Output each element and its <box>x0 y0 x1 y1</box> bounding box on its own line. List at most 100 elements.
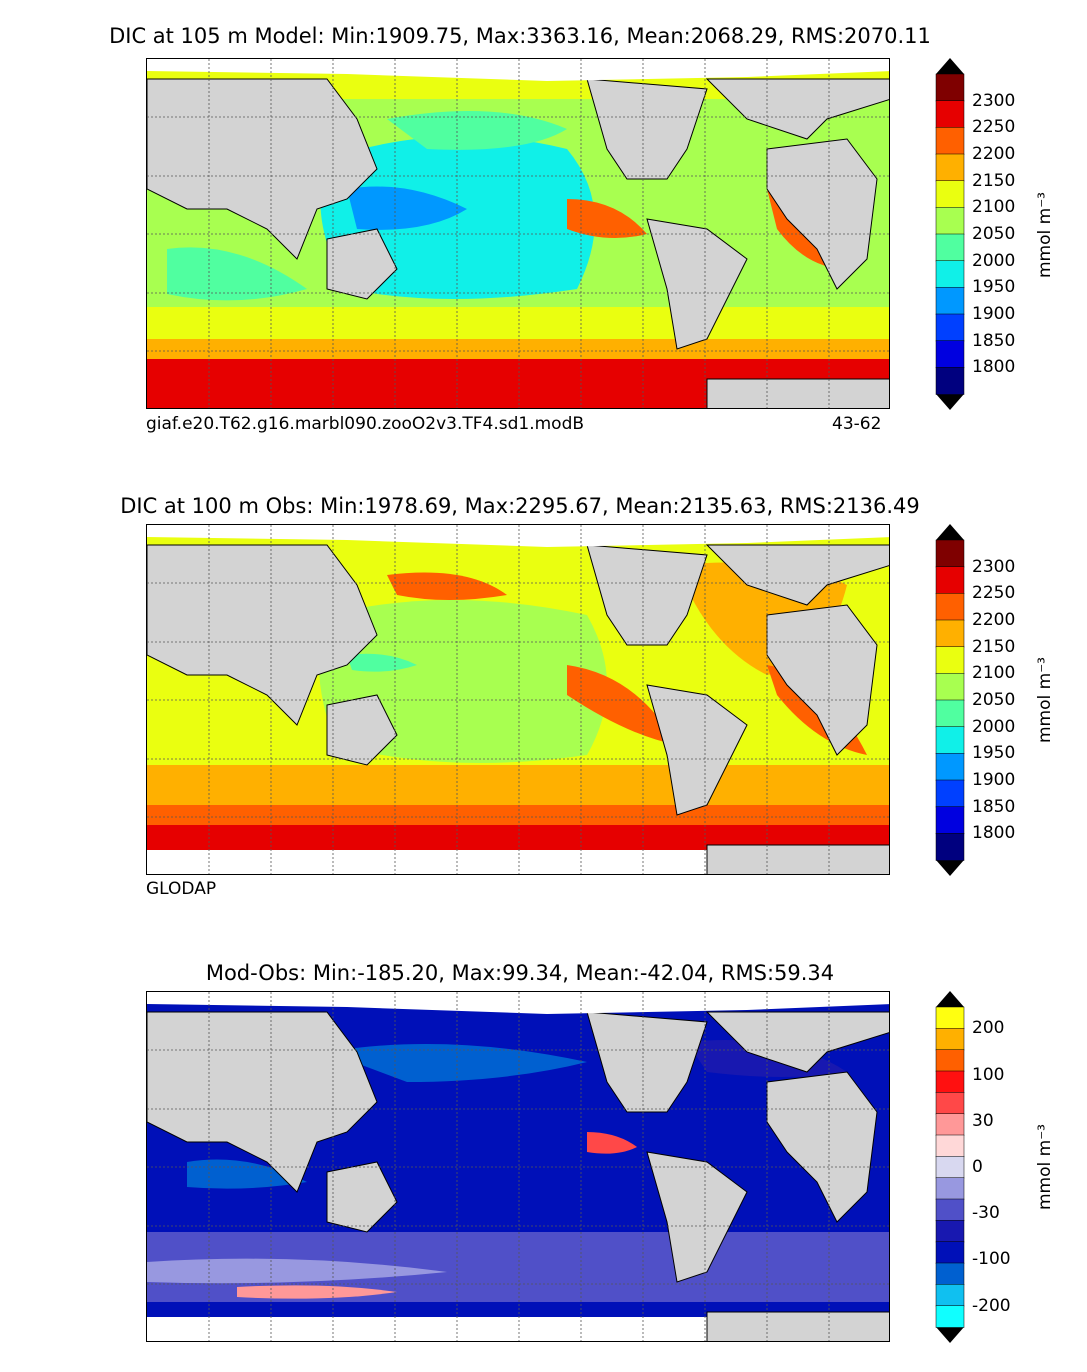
colorbar-tick-label: 2050 <box>972 690 1016 710</box>
colorbar-tick-label: 1850 <box>972 796 1016 817</box>
diff-grid <box>147 992 889 1341</box>
colorbar-tick-label: 1900 <box>972 770 1016 790</box>
model-map <box>146 58 890 409</box>
obs-field-epac-upwelling <box>567 665 677 745</box>
colorbar-swatch <box>935 287 965 315</box>
colorbar-swatch <box>935 1156 965 1179</box>
colorbar-tick-label: 1800 <box>972 823 1016 844</box>
colorbar-tick-label: 1950 <box>972 277 1016 298</box>
model-title: DIC at 105 m Model: Min:1909.75, Max:336… <box>109 24 931 48</box>
diff-field-npac <box>327 1044 587 1082</box>
obs-colorbar <box>935 524 965 876</box>
model-field-pacific-blue <box>347 186 467 230</box>
obs-map <box>146 524 890 875</box>
obs-field-south-orange <box>147 765 889 805</box>
colorbar-extend-min-arrow <box>936 1327 964 1343</box>
model-colorbar-unit: mmol m⁻³ <box>1035 192 1055 278</box>
diff-ice-north <box>147 992 889 1014</box>
colorbar-swatch <box>935 1134 965 1158</box>
colorbar-tick-label: 1900 <box>972 304 1016 324</box>
colorbar-swatch <box>935 699 965 728</box>
colorbar-swatch <box>935 1220 965 1243</box>
model-field-indian-green <box>167 247 307 301</box>
colorbar-tick-label: 200 <box>972 1018 1005 1039</box>
model-caption-right: 43-62 <box>832 414 882 434</box>
colorbar-extend-max-arrow <box>936 991 964 1007</box>
colorbar-tick-label: 2100 <box>972 197 1016 218</box>
colorbar-swatch <box>935 1177 965 1200</box>
colorbar-tick-label: 2150 <box>972 170 1016 191</box>
colorbar-swatch <box>935 207 965 235</box>
colorbar-tick-label: 100 <box>972 1064 1005 1085</box>
colorbar-tick-label: 2100 <box>972 663 1016 684</box>
model-land <box>147 78 889 408</box>
obs-antarctica <box>706 844 889 874</box>
colorbar-tick-label: 2250 <box>972 117 1016 138</box>
colorbar-swatch <box>935 73 965 102</box>
colorbar-swatch <box>935 673 965 701</box>
colorbar-tick-label: 1850 <box>972 330 1016 351</box>
colorbar-tick-label: 2000 <box>972 250 1016 271</box>
colorbar-swatch <box>935 1262 965 1286</box>
colorbar-swatch <box>935 1241 965 1264</box>
obs-map-svg <box>147 525 889 874</box>
colorbar-swatch <box>935 260 965 289</box>
colorbar-tick-label: 2300 <box>972 90 1016 111</box>
colorbar-tick-label: -100 <box>972 1249 1011 1270</box>
colorbar-swatch <box>935 753 965 781</box>
obs-field-npac-red <box>387 572 507 600</box>
model-caption-left: giaf.e20.T62.g16.marbl090.zooO2v3.TF4.sd… <box>146 414 585 434</box>
colorbar-tick-label: 2000 <box>972 716 1016 737</box>
colorbar-tick-label: -30 <box>972 1203 1000 1224</box>
obs-field-pacific-cyan <box>347 653 417 672</box>
colorbar-swatch <box>935 1070 965 1094</box>
colorbar-tick-label: 2200 <box>972 610 1016 630</box>
colorbar-swatch <box>935 779 965 808</box>
colorbar-swatch <box>935 1284 965 1307</box>
colorbar-swatch <box>935 1092 965 1115</box>
colorbar-swatch <box>935 1305 965 1328</box>
colorbar-extend-max-arrow <box>936 58 964 74</box>
colorbar-swatch <box>935 1113 965 1136</box>
colorbar-swatch <box>935 726 965 755</box>
colorbar-swatch <box>935 833 965 861</box>
diff-antarctica <box>706 1311 889 1341</box>
colorbar-swatch <box>935 100 965 129</box>
obs-title: DIC at 100 m Obs: Min:1978.69, Max:2295.… <box>120 494 920 518</box>
colorbar-extend-min-arrow <box>936 394 964 410</box>
diff-colorbar <box>935 991 965 1343</box>
colorbar-swatch <box>935 1028 965 1051</box>
diff-colorbar-unit: mmol m⁻³ <box>1035 1124 1055 1210</box>
colorbar-swatch <box>935 340 965 369</box>
model-grid <box>147 59 889 408</box>
model-colorbar-svg <box>935 58 965 410</box>
diff-title: Mod-Obs: Min:-185.20, Max:99.34, Mean:-4… <box>205 961 835 985</box>
diff-map <box>146 991 890 1342</box>
model-field-npac-green <box>387 111 567 150</box>
colorbar-tick-label: 2250 <box>972 583 1016 604</box>
model-ice <box>147 59 889 81</box>
colorbar-swatch <box>935 1006 965 1030</box>
colorbar-tick-label: 0 <box>972 1157 983 1177</box>
colorbar-tick-label: 1950 <box>972 743 1016 764</box>
diff-field-southern-pos <box>237 1285 397 1299</box>
model-colorbar <box>935 58 965 410</box>
colorbar-swatch <box>935 566 965 595</box>
diff-land <box>147 1011 889 1283</box>
colorbar-swatch <box>935 646 965 675</box>
colorbar-swatch <box>935 1198 965 1222</box>
obs-colorbar-svg <box>935 524 965 876</box>
colorbar-tick-label: 2200 <box>972 144 1016 164</box>
diff-field-southern-light <box>147 1258 447 1284</box>
colorbar-tick-label: 1800 <box>972 357 1016 378</box>
colorbar-tick-label: 30 <box>972 1110 994 1131</box>
colorbar-swatch <box>935 806 965 835</box>
colorbar-swatch <box>935 233 965 262</box>
colorbar-swatch <box>935 180 965 209</box>
colorbar-extend-max-arrow <box>936 524 964 540</box>
colorbar-swatch <box>935 619 965 648</box>
colorbar-swatch <box>935 1049 965 1072</box>
colorbar-swatch <box>935 367 965 395</box>
model-map-svg <box>147 59 889 408</box>
obs-caption-left: GLODAP <box>146 879 217 899</box>
